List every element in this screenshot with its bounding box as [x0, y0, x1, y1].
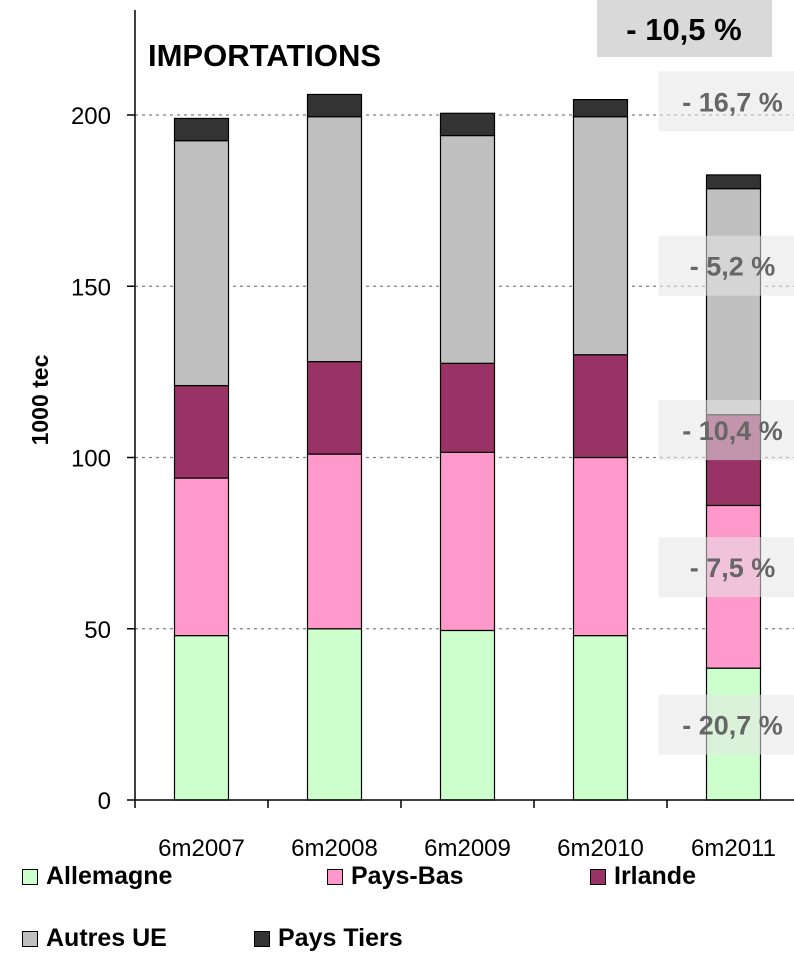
y-tick-label: 50 — [84, 617, 111, 644]
legend-swatch-irlande — [590, 868, 606, 885]
legend-item-pays-bas: Pays-Bas — [327, 862, 464, 891]
segment-change-box — [658, 71, 794, 132]
y-tick-label: 150 — [71, 274, 111, 301]
legend-item-pays-tiers: Pays Tiers — [254, 924, 403, 953]
y-tick-label: 200 — [71, 103, 111, 130]
bar-segment-irlande — [572, 354, 629, 459]
legend-swatch-pays-bas — [327, 868, 343, 885]
segment-change-box — [658, 235, 794, 296]
legend-swatch-autres-ue — [22, 930, 38, 947]
segment-change-label: - 20,7 % — [682, 711, 783, 741]
y-tick-label: 100 — [71, 446, 111, 473]
legend-label-pays-bas: Pays-Bas — [351, 862, 464, 890]
bar-segment-autres-ue — [572, 116, 629, 356]
legend-item-autres-ue: Autres UE — [22, 924, 167, 953]
total-change-annotation: - 10,5 % — [597, 0, 772, 57]
x-tick-label: 6m2007 — [158, 835, 245, 860]
axes — [134, 10, 794, 801]
legend-swatch-pays-tiers — [254, 930, 270, 947]
segment-change-box — [658, 400, 794, 461]
segment-change-label: - 16,7 % — [682, 87, 783, 117]
bar-segment-pays-tiers — [306, 93, 363, 118]
total-change-label: - 10,5 % — [626, 12, 741, 47]
bar-segment-autres-ue — [439, 134, 496, 364]
bar-segment-pays-tiers — [173, 117, 230, 142]
total-change-box — [597, 0, 772, 57]
x-tick-label: 6m2009 — [424, 835, 511, 860]
bar-segment-autres-ue — [306, 116, 363, 363]
x-tick-label: 6m2010 — [557, 835, 644, 860]
legend-label-pays-tiers: Pays Tiers — [278, 924, 403, 952]
x-tick-label: 6m2011 — [691, 835, 776, 860]
bar-segment-pays-tiers — [705, 174, 762, 190]
bar-segment-autres-ue — [173, 140, 230, 387]
legend-swatch-allemagne — [22, 868, 38, 885]
y-tick-label: 0 — [98, 788, 111, 815]
legend-label-autres-ue: Autres UE — [46, 924, 167, 952]
bar-segment-allemagne — [173, 634, 230, 801]
bar-segment-pays-bas — [572, 456, 629, 637]
segment-change-annotations: - 16,7 % - 5,2 % - 10,4 % - 7,5 % - 20,7 % — [658, 71, 794, 755]
legend-item-allemagne: Allemagne — [22, 862, 172, 891]
bar-segment-pays-tiers — [572, 98, 629, 118]
stacked-bar-chart: 0 50 100 150 200 6m2007 6m2008 6m2009 6m2010 6m20… — [27, 0, 794, 860]
segment-change-label: - 5,2 % — [690, 252, 776, 282]
segment-change-box — [658, 537, 794, 598]
legend-label-irlande: Irlande — [614, 862, 696, 890]
bar-segment-pays-bas — [439, 451, 496, 632]
bar-segment-allemagne — [439, 629, 496, 801]
chart-title: IMPORTATIONS — [148, 38, 381, 73]
legend-label-allemagne: Allemagne — [46, 862, 173, 890]
segment-change-label: - 7,5 % — [690, 553, 776, 583]
y-axis-title: 1000 tec — [27, 354, 53, 445]
bar-segment-pays-tiers — [439, 112, 496, 137]
x-tick-label: 6m2008 — [291, 835, 378, 860]
bar-segment-irlande — [439, 362, 496, 453]
bar-segment-pays-bas — [173, 477, 230, 637]
bar-segment-autres-ue — [705, 188, 762, 416]
bar-segment-allemagne — [306, 628, 363, 801]
bar-segment-pays-bas — [306, 453, 363, 630]
segment-change-box — [658, 694, 794, 755]
legend-item-irlande: Irlande — [590, 862, 696, 891]
segment-change-label: - 10,4 % — [682, 416, 783, 446]
bar-segment-irlande — [306, 361, 363, 455]
bar-segment-allemagne — [572, 634, 629, 801]
ticks: 0 50 100 150 200 6m2007 6m2008 6m2009 6m2010 6m20… — [71, 103, 776, 860]
bar-segment-irlande — [173, 384, 230, 479]
